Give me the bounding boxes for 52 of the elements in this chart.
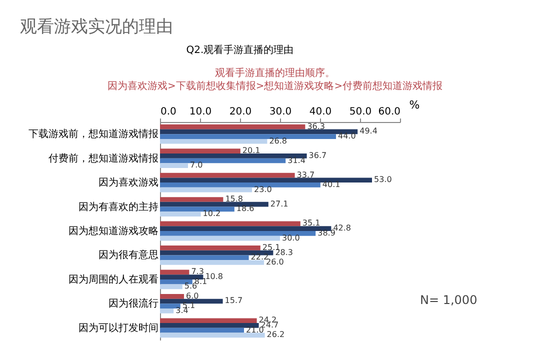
data-label: 31.4 [288, 156, 306, 165]
data-label: 23.0 [254, 184, 272, 194]
data-label: 44.0 [338, 132, 356, 141]
data-label: 3.4 [176, 306, 188, 315]
x-tick-label: 20.0 [229, 106, 252, 118]
data-label: 10.8 [205, 272, 224, 282]
x-tick-label: 40.0 [309, 106, 332, 118]
data-label: 5.6 [184, 282, 198, 291]
data-label: 26.2 [266, 330, 285, 340]
data-label: 7.0 [190, 160, 203, 170]
data-label: 10.2 [202, 209, 221, 218]
x-tick-label: 60.0 [378, 106, 400, 118]
text: N= 1,000 [420, 293, 478, 307]
chart-subtitle: Q2.观看手游直播的理由 [186, 44, 294, 56]
data-label: 26.0 [266, 257, 284, 266]
data-label: 27.1 [270, 199, 288, 208]
data-label: 25.1 [262, 242, 280, 252]
data-label: 21.0 [246, 325, 264, 334]
data-label: 15.8 [225, 194, 244, 204]
y-tick-label: 因为喜欢游戏 [98, 176, 158, 189]
chart-title: 观看游戏实况的理由 [20, 17, 173, 37]
y-tick-label: 因为周围的人在观看 [68, 273, 158, 286]
text: 观看手游直播的理由顺序。 [215, 67, 335, 79]
data-label: 6.0 [186, 291, 199, 300]
x-tick-label: 50.0 [349, 106, 372, 118]
data-label: 7.3 [191, 267, 204, 276]
data-label: 35.1 [302, 218, 320, 228]
data-label: 36.3 [307, 122, 326, 131]
y-tick-label: 因为可以打发时间 [78, 322, 158, 334]
y-tick-label: 因为有喜欢的主持 [78, 200, 158, 213]
y-tick-label: 下载游戏前，想知道游戏情报 [28, 128, 158, 140]
y-tick-label: 因为很流行 [108, 298, 158, 310]
y-tick-label: 因为想知道游戏攻略 [68, 225, 158, 237]
data-label: 30.0 [282, 233, 300, 242]
x-tick-label: 30.0 [269, 106, 292, 118]
data-label: 38.9 [318, 228, 336, 238]
x-axis-title: % [409, 98, 420, 112]
data-label: 22.2 [250, 252, 269, 262]
text: 因为喜欢游戏>下载前想收集情报>想知道游戏攻略>付费前想知道游戏情报 [107, 80, 443, 92]
data-label: 53.0 [374, 175, 392, 184]
y-tick-label: 付费前，想知道游戏情报 [48, 152, 158, 164]
data-label: 40.1 [322, 180, 340, 189]
data-label: 49.4 [360, 126, 378, 136]
data-label: 18.6 [236, 204, 254, 214]
data-label: 15.7 [224, 296, 243, 306]
y-tick-label: 因为很有意思 [98, 249, 158, 262]
data-label: 26.8 [269, 136, 288, 146]
data-label: 36.7 [308, 150, 327, 160]
x-tick-label: 10.0 [189, 106, 212, 118]
data-label: 33.7 [296, 170, 315, 180]
x-tick-label: 0.0 [160, 106, 176, 118]
data-label: 20.1 [242, 146, 260, 156]
